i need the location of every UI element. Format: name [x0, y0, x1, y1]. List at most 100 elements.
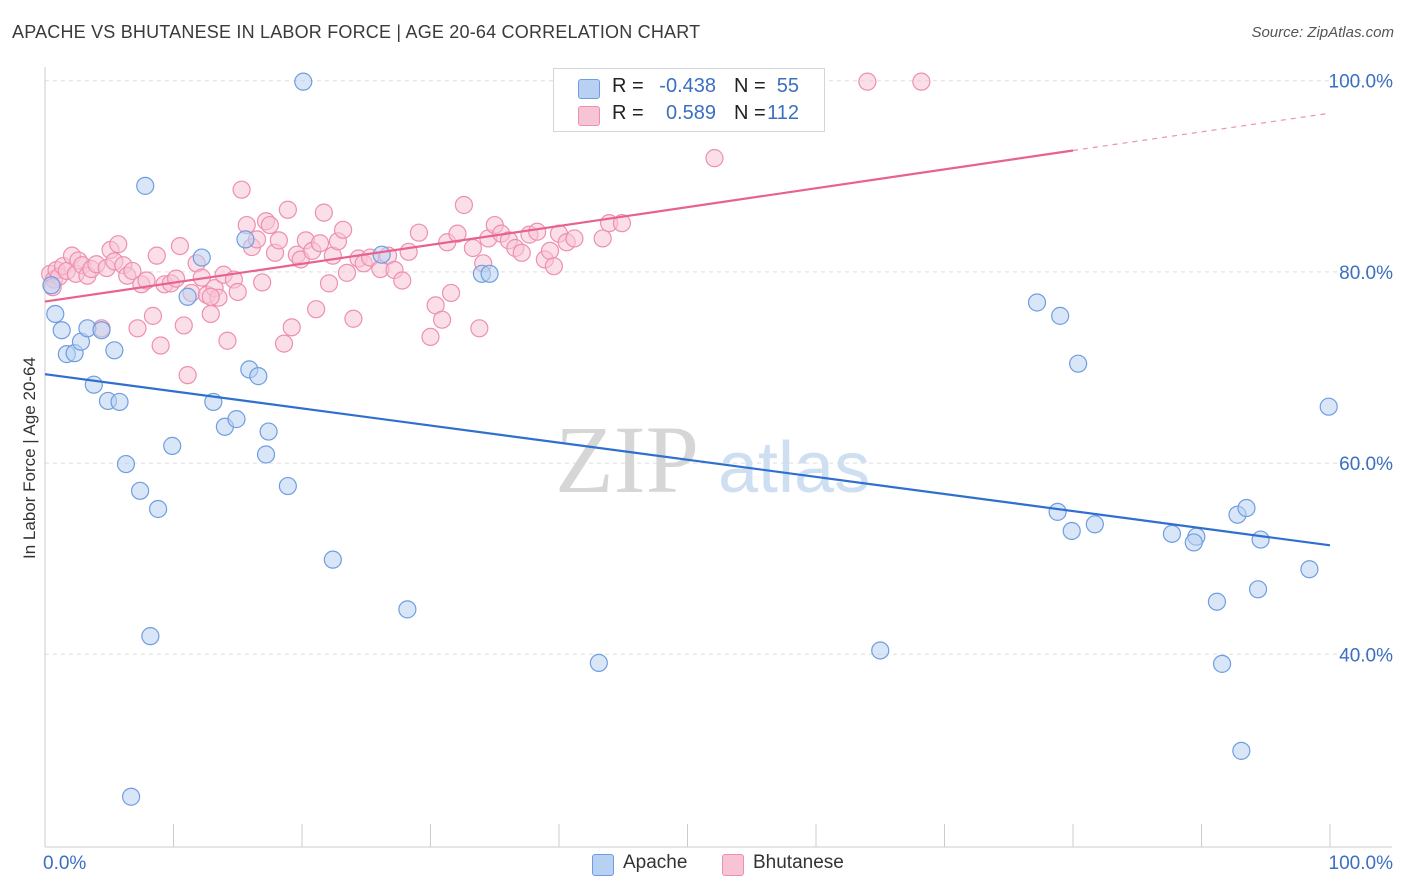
bhutanese-point — [344, 309, 363, 328]
bhutanese-point — [147, 246, 166, 265]
bhutanese-point — [512, 243, 531, 262]
apache-point — [1085, 515, 1104, 534]
bhutanese-point — [143, 306, 163, 325]
bhutanese-point — [565, 229, 584, 248]
apache-point — [1248, 580, 1268, 599]
apache-r-value: -0.438 — [659, 75, 716, 97]
apache-point — [163, 436, 182, 455]
source-credit: Source: ZipAtlas.com — [1251, 24, 1394, 41]
apache-n-value: 55 — [776, 75, 799, 97]
apache-point — [84, 375, 103, 394]
bhutanese-point — [123, 261, 142, 281]
bhutanese-n-value: 112 — [767, 102, 799, 124]
bhutanese-trend-line — [44, 149, 1074, 303]
apache-point — [1251, 530, 1270, 549]
apache-point — [110, 392, 129, 412]
y-tick-label: 60.0% — [1339, 454, 1393, 475]
apache-point — [178, 287, 197, 306]
bhutanese-point — [409, 223, 429, 242]
bhutanese-point — [463, 238, 483, 258]
apache-point — [1300, 560, 1319, 579]
bhutanese-point — [540, 241, 560, 260]
apache-legend-swatch — [592, 854, 614, 876]
y-tick-label: 80.0% — [1339, 263, 1393, 284]
apache-point — [1319, 397, 1338, 416]
watermark-zip: ZIP — [555, 406, 699, 513]
apache-point — [1232, 741, 1251, 760]
grid-lines — [45, 80, 1392, 655]
bhutanese-point — [178, 366, 197, 385]
y-axis-label: In Labor Force | Age 20-64 — [20, 357, 39, 559]
bhutanese-point — [228, 282, 247, 302]
apache-point — [1062, 521, 1081, 541]
bhutanese-point — [137, 271, 156, 290]
apache-point — [105, 341, 124, 360]
bhutanese-point — [274, 334, 294, 353]
bhutanese-point — [319, 274, 339, 293]
bhutanese-point — [170, 236, 190, 256]
apache-point — [1069, 354, 1088, 373]
bhutanese-point — [858, 72, 877, 91]
apache-point — [323, 550, 342, 569]
bhutanese-point — [448, 224, 467, 243]
x-tick-label: 0.0% — [43, 853, 86, 874]
bhutanese-point — [314, 203, 333, 222]
apache-point — [192, 248, 211, 267]
bhutanese-point — [421, 327, 440, 347]
bhutanese-point — [269, 231, 288, 250]
r-label: R = — [612, 75, 644, 97]
bhutanese-point — [109, 235, 128, 254]
bhutanese-point — [337, 263, 357, 282]
y-tick-label: 40.0% — [1339, 645, 1393, 666]
apache-point — [1162, 524, 1182, 543]
bhutanese-point — [174, 316, 193, 335]
bhutanese-point — [470, 319, 489, 338]
bhutanese-point — [399, 242, 418, 261]
apache-point — [1212, 654, 1232, 673]
stats-legend: R = -0.438 N = 55 R = 0.589 N = 112 — [553, 68, 825, 132]
apache-point — [130, 481, 150, 500]
apache-point — [1184, 533, 1203, 552]
bhutanese-point — [334, 220, 353, 239]
apache-point — [121, 787, 141, 806]
apache-swatch — [578, 79, 600, 99]
y-tick-label: 100.0% — [1329, 72, 1394, 93]
apache-point — [294, 72, 313, 91]
r-label: R = — [612, 102, 644, 124]
apache-point — [1237, 498, 1256, 518]
bhutanese-point — [282, 318, 301, 337]
bhutanese-point — [201, 304, 220, 324]
bhutanese-trend-extension — [1072, 112, 1331, 152]
bhutanese-point — [151, 336, 170, 355]
bhutanese-point — [454, 195, 474, 215]
bhutanese-point — [278, 200, 297, 219]
apache-legend-label: Apache — [623, 852, 688, 873]
legend-item-bhutanese[interactable]: Bhutanese — [722, 852, 862, 876]
apache-point — [227, 410, 246, 429]
bhutanese-point — [128, 319, 147, 338]
apache-point — [42, 276, 61, 295]
bhutanese-point — [307, 300, 326, 319]
apache-point — [249, 367, 268, 386]
apache-point — [480, 264, 499, 283]
apache-point — [1048, 502, 1067, 521]
legend-item-apache[interactable]: Apache — [592, 852, 702, 876]
n-label: N = — [734, 102, 766, 124]
apache-point — [92, 321, 111, 340]
bhutanese-legend-swatch — [722, 854, 744, 876]
bhutanese-swatch — [578, 106, 600, 126]
apache-point — [141, 627, 160, 646]
bhutanese-point — [544, 257, 563, 276]
apache-point — [259, 422, 278, 441]
apache-point — [116, 454, 136, 474]
apache-point — [1207, 592, 1227, 611]
legend-row-bhutanese: R = 0.589 N = 112 — [554, 102, 824, 128]
watermark-atlas: atlas — [718, 428, 870, 508]
apache-point — [236, 230, 255, 249]
apache-point — [1027, 293, 1047, 312]
bhutanese-point — [705, 149, 724, 168]
apache-trend-line — [44, 373, 1331, 547]
bhutanese-point — [260, 215, 279, 235]
apache-point — [148, 499, 168, 519]
